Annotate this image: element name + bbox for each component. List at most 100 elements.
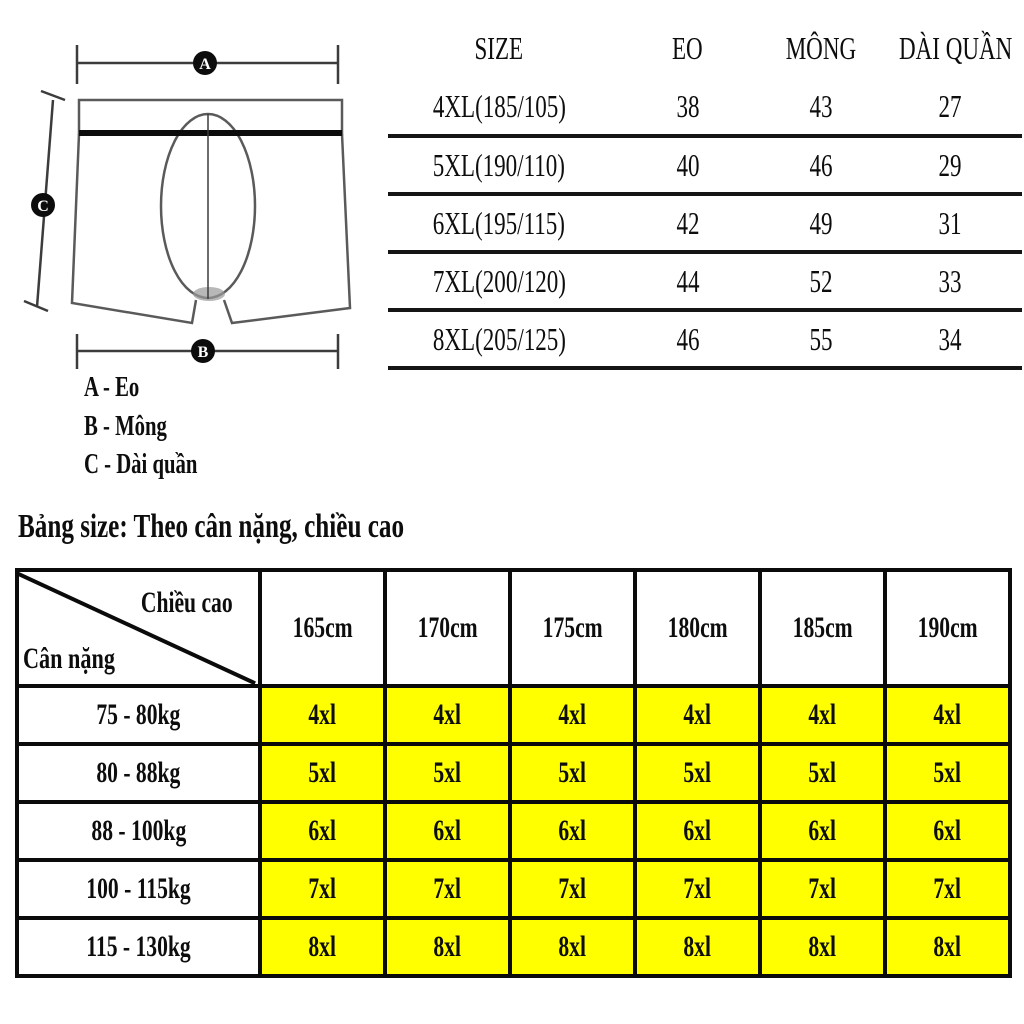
size-table-row: 4XL(185/105) 38 43 27 <box>388 78 1022 138</box>
size-value-cell: 4xl <box>758 684 887 746</box>
size-value-cell: 4xl <box>383 684 512 746</box>
size-value-cell: 4xl <box>508 684 637 746</box>
height-header-cell: 180cm <box>633 568 762 688</box>
size-table-cell: 46 <box>765 136 877 196</box>
size-value-cell: 8xl <box>758 916 887 978</box>
size-table-body: 4XL(185/105) 38 43 27 5XL(190/110) 40 46 29 6XL(… <box>388 78 1022 370</box>
height-header-cell: 170cm <box>383 568 512 688</box>
corner-label-height: Chiều cao <box>140 586 233 619</box>
size-value-cell: 6xl <box>508 800 637 862</box>
product-measurement-diagram: A C B <box>23 45 352 369</box>
size-table-cell: 29 <box>877 136 1022 196</box>
size-table-row: 6XL(195/115) 42 49 31 <box>388 194 1022 254</box>
size-table-cell: 46 <box>610 310 765 370</box>
weight-table-row: 100 - 115kg 7xl 7xl 7xl 7xl 7xl 7xl <box>15 858 1012 920</box>
dimension-line-a: A <box>75 45 340 84</box>
size-value-cell: 6xl <box>883 800 1012 862</box>
size-table-cell: 44 <box>610 252 765 312</box>
height-header-cell: 185cm <box>758 568 887 688</box>
size-value-cell: 4xl <box>258 684 387 746</box>
size-value-cell: 8xl <box>258 916 387 978</box>
size-table-cell: 43 <box>765 78 877 138</box>
height-header-cell: 165cm <box>258 568 387 688</box>
size-table-cell: 52 <box>765 252 877 312</box>
size-value-cell: 6xl <box>758 800 887 862</box>
weight-table-row: 80 - 88kg 5xl 5xl 5xl 5xl 5xl 5xl <box>15 742 1012 804</box>
weight-range-cell: 75 - 80kg <box>15 684 262 746</box>
weight-height-table: Chiều cao Cân nặng 165cm 170cm 175cm 180cm 1… <box>15 568 1012 978</box>
size-table-cell: 34 <box>877 310 1022 370</box>
weight-table-title: Bảng size: Theo cân nặng, chiều cao <box>18 508 405 545</box>
size-table-cell: 38 <box>610 78 765 138</box>
size-table-cell: 42 <box>610 194 765 254</box>
dimension-line-b: B <box>75 334 340 369</box>
size-table-cell: 5XL(190/110) <box>388 136 610 196</box>
size-table-header-mong: MÔNG <box>785 29 857 66</box>
size-table-cell: 55 <box>765 310 877 370</box>
size-value-cell: 7xl <box>508 858 637 920</box>
size-measurement-table: SIZE EO MÔNG DÀI QUẦN 4XL(185/105) 38 43 27… <box>388 18 1022 370</box>
marker-a-badge <box>193 51 217 75</box>
size-value-cell: 7xl <box>383 858 512 920</box>
size-value-cell: 4xl <box>883 684 1012 746</box>
size-table-cell: 7XL(200/120) <box>388 252 610 312</box>
legend-item-c: C - Dài quần <box>84 449 237 481</box>
size-value-cell: 6xl <box>633 800 762 862</box>
weight-range-cell: 88 - 100kg <box>15 800 262 862</box>
size-value-cell: 5xl <box>758 742 887 804</box>
size-value-cell: 5xl <box>383 742 512 804</box>
corner-header-cell: Chiều cao Cân nặng <box>15 568 262 688</box>
marker-b-label: B <box>198 344 209 361</box>
size-value-cell: 7xl <box>258 858 387 920</box>
size-table-header-daiquan: DÀI QUẦN <box>899 29 1013 66</box>
size-table-cell: 4XL(185/105) <box>388 78 610 138</box>
dimension-line-c: C <box>23 89 66 313</box>
weight-table-body: 75 - 80kg 4xl 4xl 4xl 4xl 4xl 4xl 80 - 88kg 5xl 5… <box>15 684 1012 978</box>
size-table-header-eo: EO <box>672 29 703 66</box>
weight-table-header-row: Chiều cao Cân nặng 165cm 170cm 175cm 180cm 1… <box>15 568 1012 688</box>
legend-item-b-text: B - Mông <box>84 411 167 442</box>
size-table-header-size: SIZE <box>474 29 524 66</box>
size-value-cell: 6xl <box>383 800 512 862</box>
legend-item-a: A - Eo <box>84 372 159 404</box>
size-table-row: 5XL(190/110) 40 46 29 <box>388 136 1022 196</box>
marker-a-label: A <box>199 56 211 73</box>
size-table-row: 8XL(205/125) 46 55 34 <box>388 310 1022 370</box>
height-header-cell: 190cm <box>883 568 1012 688</box>
size-table-header-row: SIZE EO MÔNG DÀI QUẦN <box>388 18 1022 78</box>
size-value-cell: 4xl <box>633 684 762 746</box>
corner-label-weight: Cân nặng <box>23 642 115 675</box>
weight-range-cell: 100 - 115kg <box>15 858 262 920</box>
size-table-cell: 31 <box>877 194 1022 254</box>
size-value-cell: 5xl <box>508 742 637 804</box>
size-value-cell: 7xl <box>758 858 887 920</box>
size-value-cell: 5xl <box>633 742 762 804</box>
weight-table-row: 75 - 80kg 4xl 4xl 4xl 4xl 4xl 4xl <box>15 684 1012 746</box>
size-value-cell: 6xl <box>258 800 387 862</box>
crotch-shading <box>193 287 225 301</box>
size-value-cell: 7xl <box>633 858 762 920</box>
size-value-cell: 8xl <box>633 916 762 978</box>
size-value-cell: 5xl <box>883 742 1012 804</box>
weight-table-row: 115 - 130kg 8xl 8xl 8xl 8xl 8xl 8xl <box>15 916 1012 978</box>
legend-item-c-text: C - Dài quần <box>84 449 198 480</box>
size-table-cell: 40 <box>610 136 765 196</box>
size-value-cell: 5xl <box>258 742 387 804</box>
size-table-cell: 27 <box>877 78 1022 138</box>
marker-c-badge <box>31 193 55 217</box>
legend-item-b: B - Mông <box>84 411 196 443</box>
marker-c-label: C <box>37 198 49 215</box>
weight-table-row: 88 - 100kg 6xl 6xl 6xl 6xl 6xl 6xl <box>15 800 1012 862</box>
size-table-cell: 33 <box>877 252 1022 312</box>
size-value-cell: 8xl <box>883 916 1012 978</box>
size-table-row: 7XL(200/120) 44 52 33 <box>388 252 1022 312</box>
size-value-cell: 8xl <box>383 916 512 978</box>
size-table-cell: 8XL(205/125) <box>388 310 610 370</box>
legend-item-a-text: A - Eo <box>84 372 140 403</box>
weight-range-cell: 80 - 88kg <box>15 742 262 804</box>
weight-range-cell: 115 - 130kg <box>15 916 262 978</box>
height-header-cell: 175cm <box>508 568 637 688</box>
size-table-cell: 49 <box>765 194 877 254</box>
size-value-cell: 8xl <box>508 916 637 978</box>
